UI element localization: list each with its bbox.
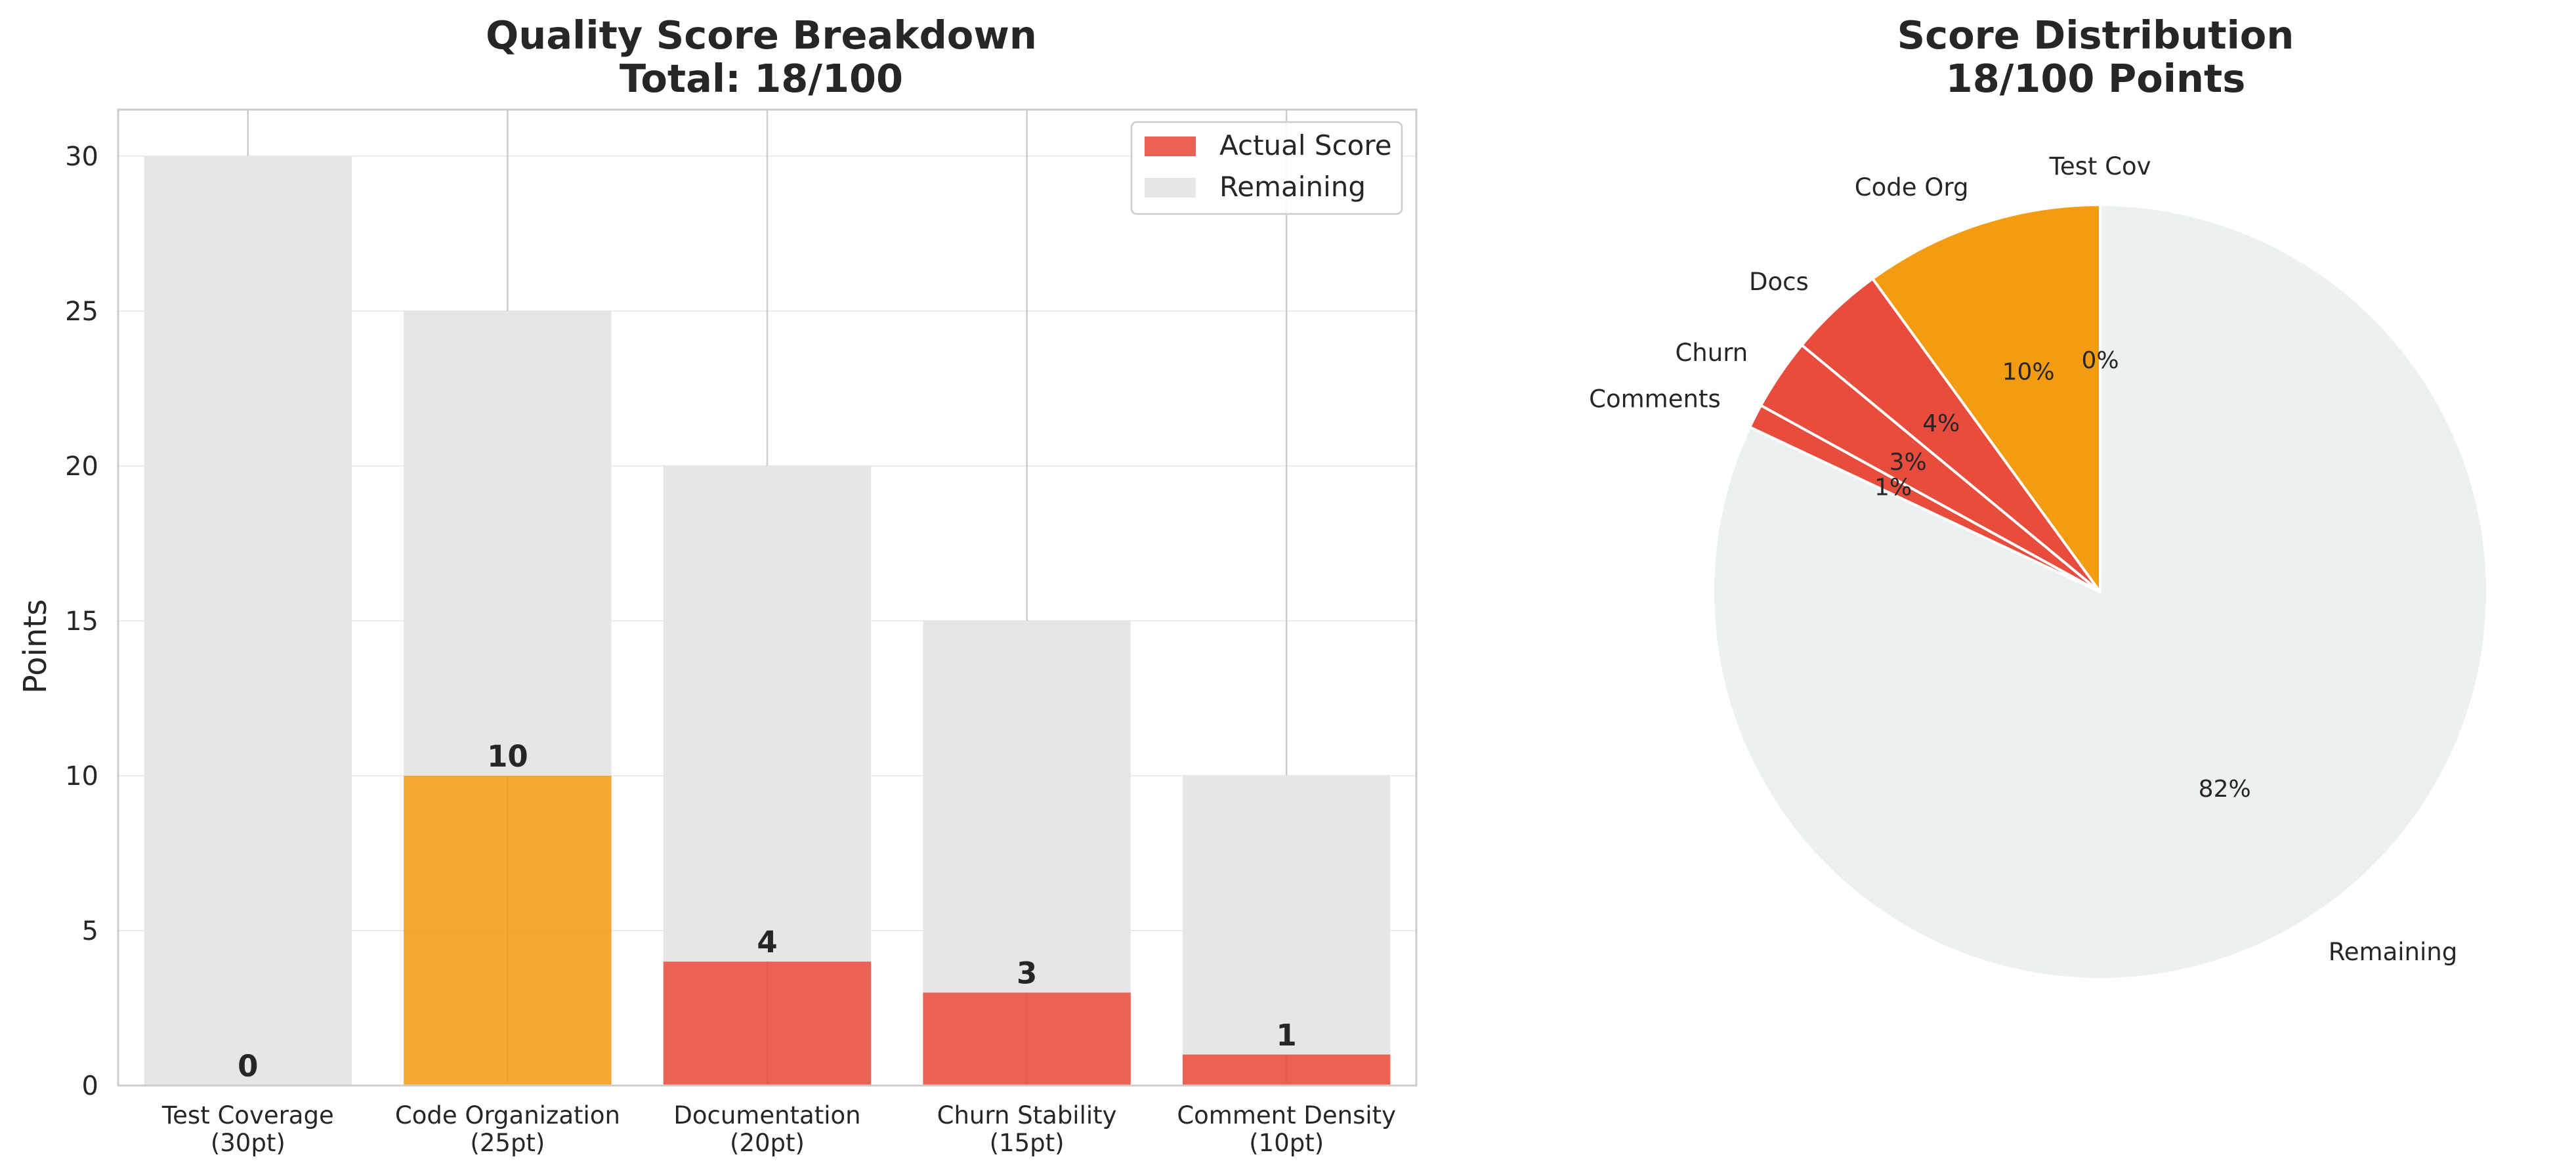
- pie-labels: Test Cov 0% Code Org 10% Docs 4% Churn 3% Commen…: [1589, 152, 2457, 966]
- y-tick-label: 15: [65, 606, 98, 637]
- bar-remaining: [663, 465, 872, 962]
- pie-slice: [1712, 203, 2489, 981]
- bar-actual: [923, 992, 1131, 1086]
- y-tick-label: 20: [65, 452, 98, 482]
- pie-slice-percent: 10%: [2002, 358, 2055, 385]
- bar-value-label: 4: [757, 925, 777, 960]
- x-tick-label: Documentation: [673, 1101, 860, 1129]
- bar-value-label: 0: [238, 1049, 258, 1084]
- pie-chart: Score Distribution 18/100 Points Test Co…: [1589, 12, 2489, 981]
- legend-box: [1130, 121, 1403, 215]
- bar-remaining: [144, 156, 352, 1086]
- pie-slice-label: Churn: [1675, 339, 1748, 367]
- pie-slice-percent: 82%: [2199, 776, 2251, 803]
- pie-slice-label: Docs: [1749, 268, 1809, 296]
- y-tick-label: 25: [65, 297, 98, 327]
- x-tick-label: Test Coverage: [161, 1101, 334, 1129]
- pie-slice-percent: 3%: [1890, 449, 1927, 476]
- bar-chart-subtitle: Total: 18/100: [620, 56, 903, 101]
- x-tick-label-points: (20pt): [730, 1129, 805, 1157]
- pie-slices: [1712, 203, 2489, 981]
- x-tick-label: Code Organization: [395, 1101, 620, 1129]
- pie-slice: [1871, 203, 2101, 593]
- y-axis-label: Points: [17, 599, 54, 694]
- pie-slice-percent: 1%: [1874, 474, 1912, 501]
- bar-remaining: [1182, 775, 1391, 1055]
- x-tick-label-points: (10pt): [1249, 1129, 1324, 1157]
- bar-actual: [404, 775, 612, 1086]
- pie-slice-label: Remaining: [2329, 938, 2457, 966]
- pie-slice-percent: 0%: [2081, 347, 2119, 374]
- pie-slice-label: Comments: [1589, 385, 1721, 413]
- legend: Actual Score Remaining: [1130, 121, 1403, 215]
- bar-value-label: 3: [1017, 956, 1037, 990]
- y-tick-label: 10: [65, 761, 98, 792]
- bar-remaining: [404, 310, 612, 776]
- pie-slice-label: Code Org: [1855, 173, 1969, 201]
- legend-swatch: [1145, 178, 1196, 198]
- legend-swatch: [1145, 137, 1196, 156]
- x-tick-label: Churn Stability: [937, 1101, 1117, 1129]
- bar-value-label: 10: [487, 739, 528, 774]
- bar-chart: Quality Score Breakdown Total: 18/100 Po…: [17, 12, 1418, 1157]
- y-tick-label: 0: [82, 1071, 98, 1101]
- bar-value-labels: 0 10 4 3 1: [238, 739, 1297, 1084]
- bar-actual: [1182, 1054, 1391, 1086]
- y-tick-label: 5: [82, 916, 98, 946]
- bar-value-label: 1: [1277, 1018, 1297, 1053]
- plot-frame: [117, 108, 1418, 1087]
- x-tick-label-points: (15pt): [990, 1129, 1065, 1157]
- bar-chart-title: Quality Score Breakdown: [486, 12, 1037, 58]
- pie-chart-subtitle: 18/100 Points: [1946, 56, 2246, 101]
- x-tick-label: Comment Density: [1177, 1101, 1396, 1129]
- pie-chart-title: Score Distribution: [1897, 12, 2294, 58]
- bar-actual: [663, 961, 872, 1086]
- legend-label: Remaining: [1219, 171, 1366, 203]
- bars: [144, 156, 1391, 1086]
- y-tick-label: 30: [65, 142, 98, 172]
- bar-remaining: [923, 620, 1131, 993]
- x-tick-label-points: (25pt): [470, 1129, 545, 1157]
- pie-slice-label: Test Cov: [2049, 152, 2151, 180]
- x-tick-label-points: (30pt): [211, 1129, 285, 1157]
- legend-label: Actual Score: [1219, 129, 1392, 161]
- pie-slice-percent: 4%: [1922, 410, 1960, 437]
